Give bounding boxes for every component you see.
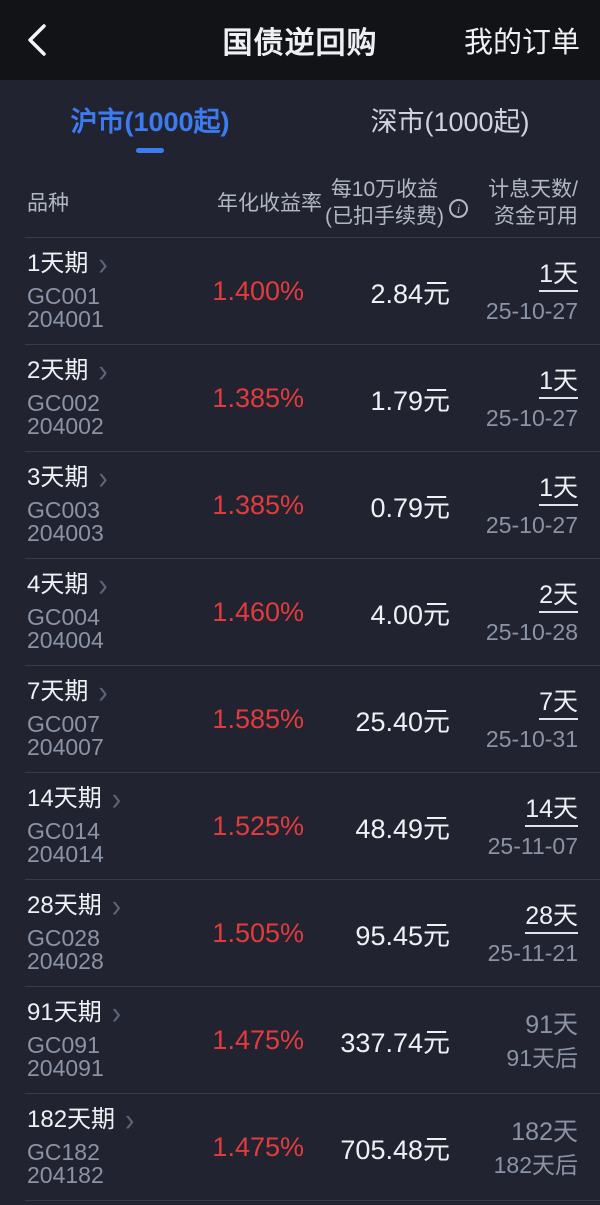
funds-available-date: 25-10-31 bbox=[485, 725, 578, 752]
interest-days: 91天 bbox=[525, 1010, 578, 1039]
repo-product-row[interactable]: 91天期 › GC091 204091 1.475% 337.74元 91天 9… bbox=[0, 987, 600, 1094]
annualized-rate: 1.460% bbox=[212, 597, 304, 627]
income-per-100k: 48.49元 bbox=[355, 814, 450, 844]
annualized-rate: 1.525% bbox=[212, 811, 304, 841]
chevron-right-icon: › bbox=[98, 459, 108, 496]
column-header-income-line1: 每10万收益 bbox=[330, 178, 439, 201]
product-name: 7天期 bbox=[27, 678, 89, 705]
product-code: GC091 204091 bbox=[27, 1032, 104, 1081]
column-header-days: 计息天数/ 资金可用 bbox=[468, 176, 578, 230]
income-per-100k: 337.74元 bbox=[340, 1028, 450, 1058]
income-per-100k: 25.40元 bbox=[355, 707, 450, 737]
annualized-rate: 1.475% bbox=[212, 1132, 304, 1162]
column-header-product: 品种 bbox=[27, 191, 69, 215]
repo-product-row[interactable]: 2天期 › GC002 204002 1.385% 1.79元 1天 25-10… bbox=[0, 345, 600, 452]
chevron-right-icon: › bbox=[125, 1101, 135, 1138]
interest-days: 14天 bbox=[525, 795, 578, 827]
chevron-right-icon: › bbox=[111, 887, 122, 924]
funds-available-date: 25-11-07 bbox=[487, 832, 578, 859]
column-header-income: 每10万收益 (已扣手续费) i bbox=[322, 176, 468, 230]
interest-days: 1天 bbox=[539, 260, 578, 292]
income-per-100k: 0.79元 bbox=[370, 493, 450, 523]
product-name: 2天期 bbox=[27, 357, 89, 384]
product-name: 14天期 bbox=[27, 785, 102, 812]
chevron-right-icon: › bbox=[111, 994, 122, 1031]
repo-product-row[interactable]: 3天期 › GC003 204003 1.385% 0.79元 1天 25-10… bbox=[0, 452, 600, 559]
product-name: 182天期 bbox=[27, 1106, 116, 1133]
funds-available-date: 25-10-27 bbox=[485, 404, 578, 431]
interest-days: 7天 bbox=[539, 688, 578, 720]
income-per-100k: 95.45元 bbox=[355, 921, 450, 951]
interest-days: 1天 bbox=[539, 474, 578, 506]
annualized-rate: 1.505% bbox=[212, 918, 304, 948]
column-header-days-line2: 资金可用 bbox=[494, 205, 578, 228]
product-name: 28天期 bbox=[27, 892, 102, 919]
funds-available-date: 25-10-28 bbox=[485, 618, 578, 645]
income-per-100k: 4.00元 bbox=[370, 600, 450, 630]
product-code: GC003 204003 bbox=[27, 497, 104, 546]
table-header-row: 品种 年化收益率 每10万收益 (已扣手续费) i 计息天数/ 资金可用 bbox=[0, 168, 600, 238]
interest-days: 28天 bbox=[525, 902, 578, 934]
column-header-days-line1: 计息天数/ bbox=[488, 178, 578, 201]
chevron-right-icon: › bbox=[111, 780, 122, 817]
interest-days: 2天 bbox=[539, 581, 578, 613]
column-header-rate: 年化收益率 bbox=[217, 191, 322, 215]
repo-product-row[interactable]: 28天期 › GC028 204028 1.505% 95.45元 28天 25… bbox=[0, 880, 600, 987]
repo-product-row[interactable]: 182天期 › GC182 204182 1.475% 705.48元 182天… bbox=[0, 1094, 600, 1201]
product-name: 1天期 bbox=[27, 250, 89, 277]
product-code: GC002 204002 bbox=[27, 390, 104, 439]
product-code: GC028 204028 bbox=[27, 925, 104, 974]
chevron-right-icon: › bbox=[98, 566, 108, 603]
chevron-right-icon: › bbox=[98, 352, 108, 389]
income-per-100k: 2.84元 bbox=[370, 279, 450, 309]
repo-product-row[interactable]: 1天期 › GC001 204001 1.400% 2.84元 1天 25-10… bbox=[0, 238, 600, 345]
repo-product-row[interactable]: 14天期 › GC014 204014 1.525% 48.49元 14天 25… bbox=[0, 773, 600, 880]
annualized-rate: 1.400% bbox=[212, 276, 304, 306]
product-code: GC014 204014 bbox=[27, 818, 104, 867]
funds-available-date: 182天后 bbox=[493, 1152, 578, 1179]
tab-shanghai-market[interactable]: 沪市(1000起) bbox=[0, 80, 300, 168]
tab-label: 深市(1000起) bbox=[370, 107, 530, 137]
chevron-right-icon: › bbox=[98, 245, 108, 282]
annualized-rate: 1.475% bbox=[212, 1025, 304, 1055]
active-tab-underline bbox=[136, 148, 164, 153]
back-button[interactable] bbox=[20, 18, 64, 62]
income-per-100k: 1.79元 bbox=[370, 386, 450, 416]
chevron-right-icon: › bbox=[98, 673, 108, 710]
product-name: 91天期 bbox=[27, 999, 102, 1026]
annualized-rate: 1.385% bbox=[212, 490, 304, 520]
tab-shenzhen-market[interactable]: 深市(1000起) bbox=[300, 80, 600, 168]
funds-available-date: 25-10-27 bbox=[485, 297, 578, 324]
interest-days: 1天 bbox=[539, 367, 578, 399]
product-name: 3天期 bbox=[27, 464, 89, 491]
tab-label: 沪市(1000起) bbox=[70, 107, 230, 137]
product-list: 1天期 › GC001 204001 1.400% 2.84元 1天 25-10… bbox=[0, 238, 600, 1205]
funds-available-date: 25-10-27 bbox=[485, 511, 578, 538]
product-code: GC007 204007 bbox=[27, 711, 104, 760]
product-code: GC004 204004 bbox=[27, 604, 104, 653]
interest-days: 182天 bbox=[511, 1117, 578, 1146]
funds-available-date: 91天后 bbox=[506, 1045, 578, 1072]
product-name: 4天期 bbox=[27, 571, 89, 598]
income-per-100k: 705.48元 bbox=[340, 1135, 450, 1165]
product-code: GC182 204182 bbox=[27, 1139, 104, 1188]
annualized-rate: 1.585% bbox=[212, 704, 304, 734]
funds-available-date: 25-11-21 bbox=[487, 939, 578, 966]
my-orders-link[interactable]: 我的订单 bbox=[463, 27, 580, 59]
annualized-rate: 1.385% bbox=[212, 383, 304, 413]
repo-product-row[interactable]: 7天期 › GC007 204007 1.585% 25.40元 7天 25-1… bbox=[0, 666, 600, 773]
nav-bar: 国债逆回购 我的订单 bbox=[0, 0, 600, 80]
repo-product-row[interactable]: 4天期 › GC004 204004 1.460% 4.00元 2天 25-10… bbox=[0, 559, 600, 666]
product-code: GC001 204001 bbox=[27, 283, 104, 332]
market-tabbar: 沪市(1000起) 深市(1000起) bbox=[0, 80, 600, 168]
info-icon[interactable]: i bbox=[449, 198, 468, 218]
back-chevron-icon bbox=[28, 24, 46, 56]
column-header-income-line2: (已扣手续费) bbox=[325, 205, 444, 228]
